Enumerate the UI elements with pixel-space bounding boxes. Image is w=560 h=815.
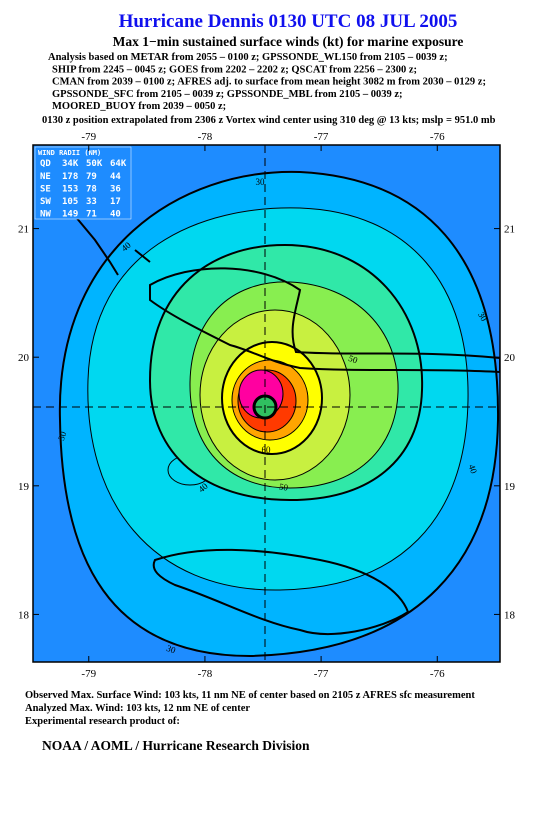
analysis-line: Analysis based on METAR from 2055 – 0100… [48, 52, 448, 63]
lat-label: 21 [504, 224, 515, 236]
footer-line: Analyzed Max. Wind: 103 kts, 12 nm NE of… [25, 703, 250, 714]
contour-label: 30 [56, 430, 69, 442]
radii-cell: 33 [86, 197, 97, 207]
footer-org: NOAA / AOML / Hurricane Research Divisio… [42, 738, 310, 753]
map-frame [32, 144, 501, 663]
lon-label: -77 [314, 668, 329, 680]
contour-label: 50 [278, 481, 289, 492]
radii-cell: 153 [62, 185, 78, 195]
radii-cell: 34K [62, 159, 79, 169]
analysis-line: SHIP from 2245 – 0045 z; GOES from 2202 … [52, 64, 417, 75]
contour-label: 40 [467, 463, 480, 475]
position-note: 0130 z position extrapolated from 2306 z… [42, 115, 496, 126]
radii-cell: 79 [86, 172, 97, 182]
radii-cell: 178 [62, 172, 78, 182]
radii-cell: NE [40, 172, 51, 182]
radii-cell: QD [40, 159, 51, 169]
lon-label: -78 [198, 668, 213, 680]
radii-cell: 17 [110, 197, 121, 207]
lon-label: -78 [198, 131, 213, 143]
lat-label: 20 [18, 352, 30, 364]
radii-cell: 40 [110, 210, 121, 220]
lat-label: 21 [18, 224, 29, 236]
subtitle: Max 1−min sustained surface winds (kt) f… [113, 34, 464, 49]
radii-cell: SW [40, 197, 51, 207]
lat-label: 18 [504, 609, 516, 621]
lat-label: 19 [504, 481, 516, 493]
lon-label: -79 [81, 131, 96, 143]
contour-label: 60 [262, 445, 272, 455]
radii-cell: 105 [62, 197, 78, 207]
lat-label: 20 [504, 352, 516, 364]
analysis-line: CMAN from 2039 – 0100 z; AFRES adj. to s… [52, 77, 486, 88]
lon-label: -77 [314, 131, 329, 143]
radii-cell: 36 [110, 185, 121, 195]
title: Hurricane Dennis 0130 UTC 08 JUL 2005 [119, 11, 458, 32]
radii-cell: 50K [86, 159, 103, 169]
radii-cell: 78 [86, 185, 97, 195]
lon-label: -79 [81, 668, 96, 680]
analysis-line: MOORED_BUOY from 2039 – 0050 z; [52, 101, 226, 112]
contour-label: 30 [256, 177, 266, 187]
lat-label: 19 [18, 481, 30, 493]
radii-cell: SE [40, 185, 51, 195]
radii-cell: 44 [110, 172, 121, 182]
contour-label: 30 [165, 643, 177, 656]
radii-cell: 149 [62, 210, 78, 220]
lat-label: 18 [18, 609, 30, 621]
footer-line: Experimental research product of: [25, 716, 180, 727]
radii-cell: NW [40, 210, 51, 220]
footer-line: Observed Max. Surface Wind: 103 kts, 11 … [25, 690, 475, 701]
analysis-line: GPSSONDE_SFC from 2105 – 0039 z; GPSSOND… [52, 89, 402, 100]
lon-label: -76 [430, 131, 445, 143]
radii-cell: 64K [110, 159, 127, 169]
wind-field [33, 145, 500, 662]
radii-title: WIND RADII (NM) [38, 149, 101, 157]
lon-label: -76 [430, 668, 445, 680]
contour-label: 50 [347, 353, 359, 366]
radii-cell: 71 [86, 210, 97, 220]
